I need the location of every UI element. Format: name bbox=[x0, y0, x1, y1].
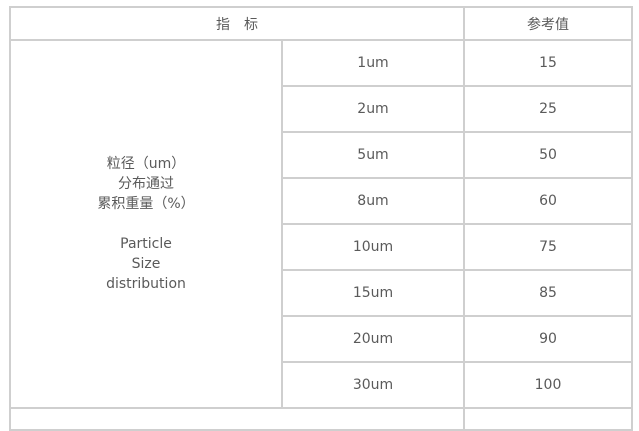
size-cell: 30um bbox=[281, 361, 465, 409]
table-row: 2um 25 bbox=[10, 85, 633, 133]
table-row: 5um 50 bbox=[10, 131, 633, 179]
value-cell: 75 bbox=[463, 223, 633, 271]
value-cell: 25 bbox=[463, 85, 633, 133]
table-row: 20um 90 bbox=[10, 315, 633, 363]
label-en-line: distribution bbox=[106, 276, 186, 292]
value-cell: 85 bbox=[463, 269, 633, 317]
property-label-cell: 粒径（um） 分布通过 累积重量（%） Particle Size distri… bbox=[9, 39, 283, 409]
table-row: 10um 75 bbox=[10, 223, 633, 271]
table-row: 8um 60 bbox=[10, 177, 633, 225]
header-indicator: 指 标 bbox=[9, 6, 465, 41]
label-zh-line: 累积重量（%） bbox=[97, 196, 195, 212]
size-cell: 20um bbox=[281, 315, 465, 363]
particle-size-table: 指 标 参考值 粒径（um） 分布通过 累积重量（%） Particle Siz… bbox=[9, 6, 633, 431]
table-row: 30um 100 bbox=[10, 361, 633, 409]
header-row: 指 标 参考值 bbox=[9, 6, 633, 41]
size-cell: 5um bbox=[281, 131, 465, 179]
value-cell: 90 bbox=[463, 315, 633, 363]
size-cell: 1um bbox=[281, 39, 465, 87]
size-cell: 15um bbox=[281, 269, 465, 317]
empty-cell bbox=[463, 407, 633, 431]
label-en-line: Particle bbox=[120, 236, 172, 252]
header-reference-value: 参考值 bbox=[463, 6, 633, 41]
table-row: 粒径（um） 分布通过 累积重量（%） Particle Size distri… bbox=[9, 39, 633, 409]
table-row-partial bbox=[9, 407, 633, 431]
label-zh-line: 粒径（um） bbox=[106, 156, 186, 172]
size-cell: 8um bbox=[281, 177, 465, 225]
value-cell: 15 bbox=[463, 39, 633, 87]
value-cell: 100 bbox=[463, 361, 633, 409]
empty-cell bbox=[9, 407, 465, 431]
size-cell: 2um bbox=[281, 85, 465, 133]
value-cell: 60 bbox=[463, 177, 633, 225]
label-zh-line: 分布通过 bbox=[118, 176, 174, 192]
size-cell: 10um bbox=[281, 223, 465, 271]
table-row: 15um 85 bbox=[10, 269, 633, 317]
value-cell: 50 bbox=[463, 131, 633, 179]
label-en-line: Size bbox=[131, 256, 161, 272]
